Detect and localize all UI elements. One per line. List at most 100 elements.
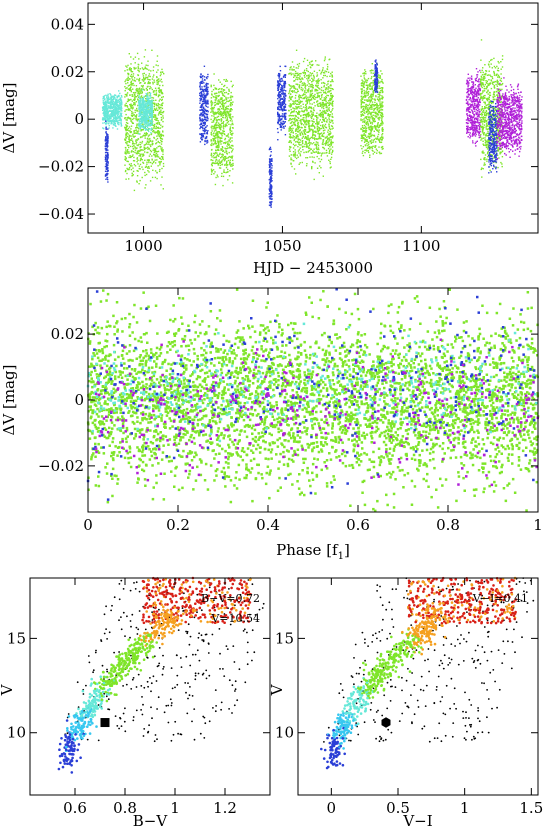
lightcurve-point xyxy=(226,162,228,164)
lightcurve-point xyxy=(153,160,155,163)
lightcurve-point xyxy=(105,94,107,96)
lightcurve-point xyxy=(330,132,332,134)
lightcurve-point xyxy=(142,155,144,157)
lightcurve-point xyxy=(283,95,285,97)
lightcurve-point xyxy=(162,188,164,190)
lightcurve-point xyxy=(304,137,306,139)
lightcurve-point xyxy=(323,92,325,94)
lightcurve-point xyxy=(210,105,213,107)
lightcurve-point xyxy=(360,101,362,103)
lightcurve-point xyxy=(203,97,205,99)
lightcurve-point xyxy=(361,88,363,90)
lightcurve-point xyxy=(327,91,329,93)
lightcurve-point xyxy=(106,115,108,118)
lightcurve-point xyxy=(146,163,148,165)
lightcurve-point xyxy=(323,85,325,87)
lightcurve-point xyxy=(153,79,155,81)
lightcurve-point xyxy=(212,102,214,104)
lightcurve-point xyxy=(219,88,221,90)
lightcurve-point xyxy=(148,143,150,145)
lightcurve-point xyxy=(150,112,153,114)
lightcurve-point xyxy=(112,112,114,114)
lightcurve-point xyxy=(305,91,307,94)
lightcurve-point xyxy=(294,70,297,73)
lightcurve-point xyxy=(303,110,305,113)
lightcurve-point xyxy=(328,150,331,153)
lightcurve-point xyxy=(316,112,318,114)
lightcurve-point xyxy=(378,126,380,128)
lightcurve-point xyxy=(115,110,117,112)
lightcurve-point xyxy=(319,136,321,138)
lightcurve-point xyxy=(144,151,146,153)
lightcurve-point xyxy=(320,158,323,161)
lightcurve-point xyxy=(312,151,315,153)
lightcurve-point xyxy=(136,153,138,155)
lightcurve-point xyxy=(294,154,296,157)
lightcurve-point xyxy=(117,95,119,98)
lightcurve-point xyxy=(230,156,232,159)
lightcurve-point xyxy=(222,150,224,153)
lightcurve-point xyxy=(302,60,305,63)
lightcurve-point xyxy=(229,129,231,131)
lightcurve-point xyxy=(304,133,307,135)
lightcurve-point xyxy=(147,81,150,83)
lightcurve-point xyxy=(105,167,108,169)
lightcurve-point xyxy=(220,98,222,101)
lightcurve-point xyxy=(110,115,112,118)
lightcurve-point xyxy=(203,98,205,100)
lightcurve-point xyxy=(207,101,209,103)
lightcurve-point xyxy=(361,82,363,84)
lightcurve-point xyxy=(199,94,201,96)
lightcurve-point xyxy=(125,82,127,85)
lightcurve-point xyxy=(103,114,105,116)
lightcurve-point xyxy=(104,109,106,112)
lightcurve-point xyxy=(150,70,152,72)
lightcurve-point xyxy=(211,156,213,158)
lightcurve-point xyxy=(271,201,273,203)
lightcurve-point xyxy=(299,162,301,164)
lightcurve-point xyxy=(227,97,229,99)
lightcurve-point xyxy=(132,170,135,173)
lightcurve-point xyxy=(157,64,159,67)
lightcurve-point xyxy=(298,141,300,144)
lightcurve-point xyxy=(225,135,228,137)
lightcurve-point xyxy=(136,123,138,125)
lightcurve-point xyxy=(136,114,138,116)
lightcurve-point xyxy=(151,176,154,179)
lightcurve-point xyxy=(279,126,282,128)
lightcurve-point xyxy=(380,87,383,89)
lightcurve-point xyxy=(311,89,313,91)
lightcurve-point xyxy=(150,102,153,104)
lightcurve-point xyxy=(199,124,201,126)
lightcurve-point xyxy=(199,141,202,143)
lightcurve-point xyxy=(307,91,309,93)
lightcurve-point xyxy=(304,83,306,85)
lightcurve-point xyxy=(160,146,162,148)
lightcurve-point xyxy=(300,96,302,99)
lightcurve-point xyxy=(323,104,325,106)
lightcurve-point xyxy=(200,82,202,84)
lightcurve-point xyxy=(368,91,370,93)
lightcurve-point xyxy=(282,101,285,103)
lightcurve-point xyxy=(376,152,378,154)
lightcurve-point xyxy=(313,137,315,139)
lightcurve-point xyxy=(146,118,148,120)
lightcurve-point xyxy=(144,187,146,189)
lightcurve-point xyxy=(306,100,308,102)
lightcurve-point xyxy=(200,122,202,124)
lightcurve-point xyxy=(127,160,129,163)
lightcurve-point xyxy=(305,141,307,143)
lightcurve-point xyxy=(312,124,314,127)
lightcurve-point xyxy=(144,171,146,174)
lightcurve-point xyxy=(280,80,283,82)
lightcurve-point xyxy=(129,75,132,77)
lightcurve-point xyxy=(311,113,313,115)
lightcurve-point xyxy=(305,103,307,106)
lightcurve-point xyxy=(127,64,129,67)
lightcurve-point xyxy=(105,128,107,131)
lightcurve-point xyxy=(324,98,327,100)
lightcurve-point xyxy=(141,153,143,155)
lightcurve-point xyxy=(206,90,209,92)
lightcurve-point xyxy=(105,117,107,119)
lightcurve-point xyxy=(142,153,145,155)
